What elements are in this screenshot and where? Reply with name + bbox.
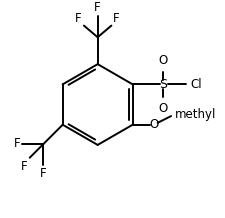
Text: F: F — [21, 160, 28, 173]
Text: F: F — [75, 12, 82, 25]
Text: O: O — [158, 54, 167, 67]
Text: F: F — [40, 167, 47, 180]
Text: methyl: methyl — [174, 108, 215, 121]
Text: F: F — [14, 138, 20, 150]
Text: Cl: Cl — [189, 78, 201, 91]
Text: S: S — [159, 78, 167, 91]
Text: F: F — [113, 12, 119, 25]
Text: F: F — [94, 1, 101, 14]
Text: O: O — [158, 102, 167, 115]
Text: O: O — [148, 118, 158, 131]
